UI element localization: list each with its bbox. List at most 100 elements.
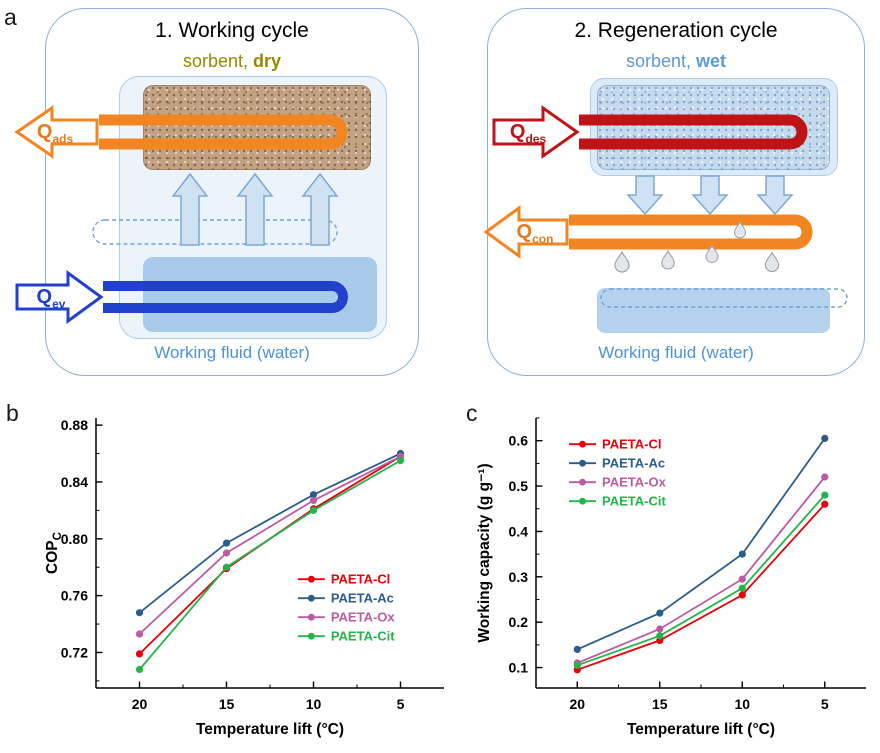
data-point-PAETA-Ac xyxy=(738,550,746,558)
panel-a-label: a xyxy=(4,4,17,30)
data-point-PAETA-Cit xyxy=(821,491,829,499)
series-line-PAETA-Cit xyxy=(138,459,401,671)
y-tick-label: 0.84 xyxy=(61,474,88,490)
data-point-PAETA-Cit xyxy=(222,563,231,571)
sorbent-bed-wet xyxy=(597,85,830,170)
x-tick-label: 15 xyxy=(219,696,235,712)
y-axis-label: Working capacity (g g⁻¹) xyxy=(476,463,493,642)
y-tick-label: 0.3 xyxy=(509,569,529,585)
sorbent-state: dry xyxy=(253,51,282,71)
working-cycle-title: 1. Working cycle xyxy=(155,19,309,42)
q-symbol: Q xyxy=(36,286,53,308)
regeneration-cycle-title: 2. Regeneration cycle xyxy=(574,19,778,42)
legend: PAETA-Cl PAETA-Ac PAETA-Ox PAETA-Cit xyxy=(569,437,667,509)
legend-label: PAETA-Ac xyxy=(602,456,665,471)
legend-label: PAETA-Ox xyxy=(331,610,396,625)
data-point-PAETA-Cit xyxy=(396,457,405,465)
data-point-PAETA-Cit xyxy=(135,665,144,674)
y-tick-label: 0.76 xyxy=(61,588,88,604)
data-point-PAETA-Cl xyxy=(738,591,746,599)
data-point-PAETA-Ox xyxy=(738,575,746,583)
x-axis-label: Temperature lift (°C) xyxy=(196,721,344,738)
panel-b-label: b xyxy=(6,400,19,426)
data-point-PAETA-Ac xyxy=(573,645,581,653)
legend-label: PAETA-Cit xyxy=(602,494,666,509)
data-point-PAETA-Ox xyxy=(135,630,144,638)
legend-label: PAETA-Cl xyxy=(602,437,661,452)
data-point-PAETA-Ac xyxy=(222,539,231,547)
working-capacity-chart: 20 15 10 5 0.1 0.2 0.3 0.4 0.5 0.6 PAETA-Cl PAETA-A… xyxy=(476,417,866,738)
legend-label: PAETA-Cl xyxy=(331,572,390,587)
series-line-PAETA-Cl xyxy=(576,503,826,671)
data-point-PAETA-Ox xyxy=(656,625,664,633)
q-con-label: Qcon xyxy=(500,220,570,251)
sorbent-bed-dry xyxy=(143,85,371,170)
data-point-PAETA-Ac xyxy=(135,609,144,617)
legend-marker-dot xyxy=(579,478,586,486)
data-point-PAETA-Ox xyxy=(821,473,829,481)
q-subscript: ev xyxy=(52,297,66,311)
data-point-PAETA-Cit xyxy=(573,661,581,669)
y-axis-label: COPC xyxy=(44,532,64,574)
y-tick-label: 0.1 xyxy=(509,660,529,676)
q-ads-label: Qads xyxy=(20,120,90,151)
q-subscript: des xyxy=(525,132,547,146)
data-point-PAETA-Ac xyxy=(656,609,664,617)
data-point-PAETA-Cit xyxy=(738,584,746,592)
y-tick-label: 0.6 xyxy=(509,433,529,449)
legend-marker-dot xyxy=(307,575,315,583)
data-point-PAETA-Ac xyxy=(821,434,829,442)
q-ev-label: Qev xyxy=(16,285,86,316)
working-fluid-label-right: Working fluid (water) xyxy=(598,343,754,362)
data-point-PAETA-Cl xyxy=(135,650,144,658)
sorbent-wet-subtitle: sorbent, wet xyxy=(488,51,864,72)
sorbent-dry-subtitle: sorbent, dry xyxy=(46,51,418,72)
legend-marker-dot xyxy=(579,497,586,505)
panel-c-label: c xyxy=(466,400,478,426)
q-subscript: ads xyxy=(52,132,74,146)
series-line-PAETA-Ox xyxy=(576,476,826,664)
legend: PAETA-Cl PAETA-Ac PAETA-Ox PAETA-Cit xyxy=(297,572,396,644)
legend-marker-dot xyxy=(307,613,315,621)
legend-label: PAETA-Cit xyxy=(331,629,395,644)
q-symbol: Q xyxy=(516,221,533,243)
y-tick-label: 0.80 xyxy=(61,531,88,547)
x-tick-label: 20 xyxy=(132,696,148,712)
sorbent-prefix: sorbent, xyxy=(182,51,254,71)
data-point-PAETA-Cit xyxy=(656,632,664,640)
y-tick-label: 0.88 xyxy=(61,417,88,433)
x-tick-label: 10 xyxy=(306,696,322,712)
legend-marker-dot xyxy=(579,459,586,467)
legend-marker-dot xyxy=(307,632,315,640)
data-point-PAETA-Ox xyxy=(309,496,318,504)
series-line-PAETA-Ac xyxy=(576,437,826,651)
y-tick-label: 0.5 xyxy=(509,478,529,494)
series-line-PAETA-Ox xyxy=(138,455,401,635)
q-des-label: Qdes xyxy=(493,120,563,151)
sorbent-prefix: sorbent, xyxy=(625,51,697,71)
q-symbol: Q xyxy=(509,121,526,143)
y-tick-label: 0.2 xyxy=(509,614,529,630)
data-point-PAETA-Ac xyxy=(309,491,318,499)
evaporator-box-inactive xyxy=(597,288,830,333)
y-tick-label: 0.72 xyxy=(61,644,88,660)
data-point-PAETA-Cit xyxy=(309,506,318,514)
legend-marker-dot xyxy=(579,440,586,448)
q-symbol: Q xyxy=(36,121,53,143)
legend-marker-dot xyxy=(307,594,315,602)
series-line-PAETA-Cit xyxy=(576,494,826,667)
series-line-PAETA-Ac xyxy=(138,452,401,614)
x-tick-label: 5 xyxy=(397,696,405,712)
data-point-PAETA-Ox xyxy=(222,549,231,557)
y-tick-label: 0.4 xyxy=(509,523,529,539)
legend-label: PAETA-Ox xyxy=(602,475,667,490)
legend-label: PAETA-Ac xyxy=(331,591,394,606)
q-subscript: con xyxy=(532,232,554,246)
data-point-PAETA-Cl xyxy=(821,500,829,508)
working-fluid-label-left: Working fluid (water) xyxy=(154,343,310,362)
x-tick-label: 5 xyxy=(821,696,829,712)
x-tick-label: 10 xyxy=(734,696,750,712)
sorbent-state: wet xyxy=(696,51,727,71)
x-tick-label: 20 xyxy=(569,696,585,712)
